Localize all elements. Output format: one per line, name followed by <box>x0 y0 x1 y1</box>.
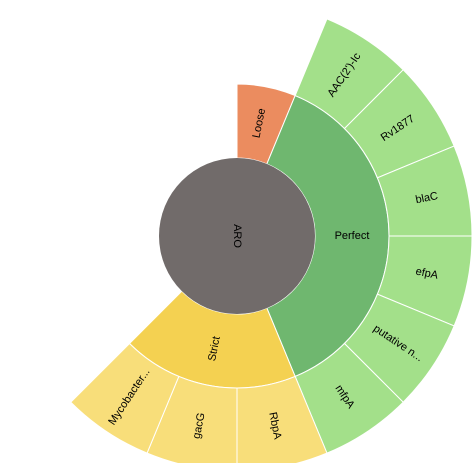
sunburst-label-blac: blaC <box>414 190 439 206</box>
sunburst-label-loose: Loose <box>251 107 269 139</box>
sunburst-label-perfect: Perfect <box>335 230 370 242</box>
sunburst-segment-rbpa[interactable] <box>236 375 328 468</box>
sunburst-label-efpa: efpA <box>415 266 440 282</box>
sunburst-label-rbpa: RbpA <box>266 411 283 441</box>
sunburst-label-strict: Strict <box>206 335 223 362</box>
sunburst-label-gacg: gacG <box>191 412 208 440</box>
sunburst-label-root: ARO <box>231 224 243 248</box>
sunburst-segment-mycobacter[interactable] <box>70 342 180 454</box>
sunburst-root[interactable] <box>159 158 315 314</box>
